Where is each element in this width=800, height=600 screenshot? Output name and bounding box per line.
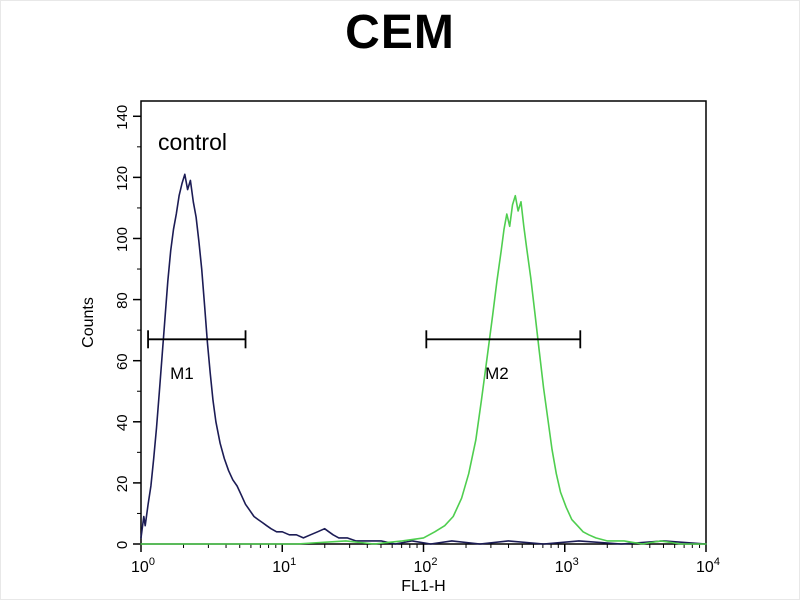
series-sample <box>140 194 707 545</box>
series-control <box>140 173 707 545</box>
x-axis-label: FL1-H <box>401 578 445 595</box>
y-axis-label: Counts <box>80 297 97 348</box>
y-tick-label: 20 <box>114 476 131 493</box>
y-tick-label: 80 <box>114 292 131 309</box>
x-tick-label: 103 <box>555 556 579 576</box>
y-tick-label: 100 <box>114 227 131 252</box>
y-tick-label: 40 <box>114 414 131 431</box>
gate-label-M2: M2 <box>485 364 509 383</box>
annotation-control: control <box>158 129 227 155</box>
x-tick-label: 100 <box>131 556 155 576</box>
y-tick-label: 60 <box>114 353 131 370</box>
x-tick-label: 104 <box>696 556 720 576</box>
y-tick-label: 0 <box>114 541 131 549</box>
y-tick-label: 120 <box>114 166 131 191</box>
gate-label-M1: M1 <box>170 364 194 383</box>
plot-border <box>140 100 707 545</box>
x-tick-label: 102 <box>414 556 438 576</box>
x-tick-label: 101 <box>272 556 296 576</box>
chart-title: CEM <box>345 6 455 59</box>
y-tick-label: 140 <box>114 105 131 130</box>
